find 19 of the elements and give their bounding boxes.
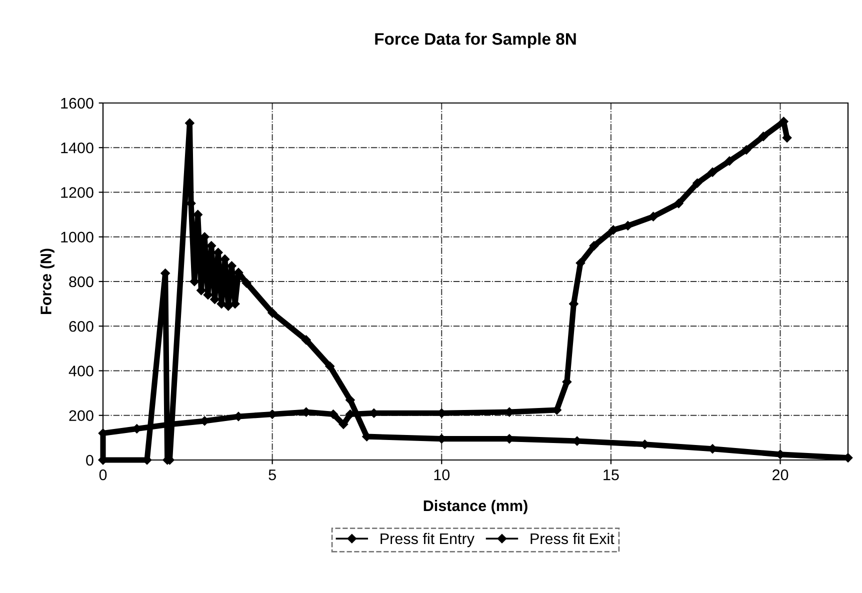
x-axis-title: Distance (mm) bbox=[424, 500, 528, 514]
y-tick-label: 1200 bbox=[61, 187, 94, 198]
chart-title: Force Data for Sample 8N bbox=[375, 32, 576, 48]
y-tick-label: 1000 bbox=[61, 232, 94, 243]
legend-label: Press fit Entry bbox=[380, 532, 474, 548]
y-tick-label: 600 bbox=[69, 320, 94, 332]
y-tick-label: 1400 bbox=[61, 142, 94, 154]
y-tick-label: 0 bbox=[86, 454, 94, 466]
legend-label: Press fit Exit bbox=[530, 532, 614, 544]
x-tick-label: 20 bbox=[772, 469, 788, 480]
y-tick-label: 1600 bbox=[61, 98, 94, 109]
x-tick-label: 0 bbox=[99, 469, 107, 480]
x-tick-label: 10 bbox=[434, 469, 450, 480]
y-tick-label: 800 bbox=[69, 276, 94, 288]
x-tick-label: 5 bbox=[268, 470, 276, 480]
y-tick-label: 400 bbox=[68, 366, 94, 376]
y-tick-label: 200 bbox=[69, 410, 94, 422]
x-tick-label: 15 bbox=[604, 470, 619, 480]
y-axis-title: Force (N) bbox=[40, 248, 54, 314]
